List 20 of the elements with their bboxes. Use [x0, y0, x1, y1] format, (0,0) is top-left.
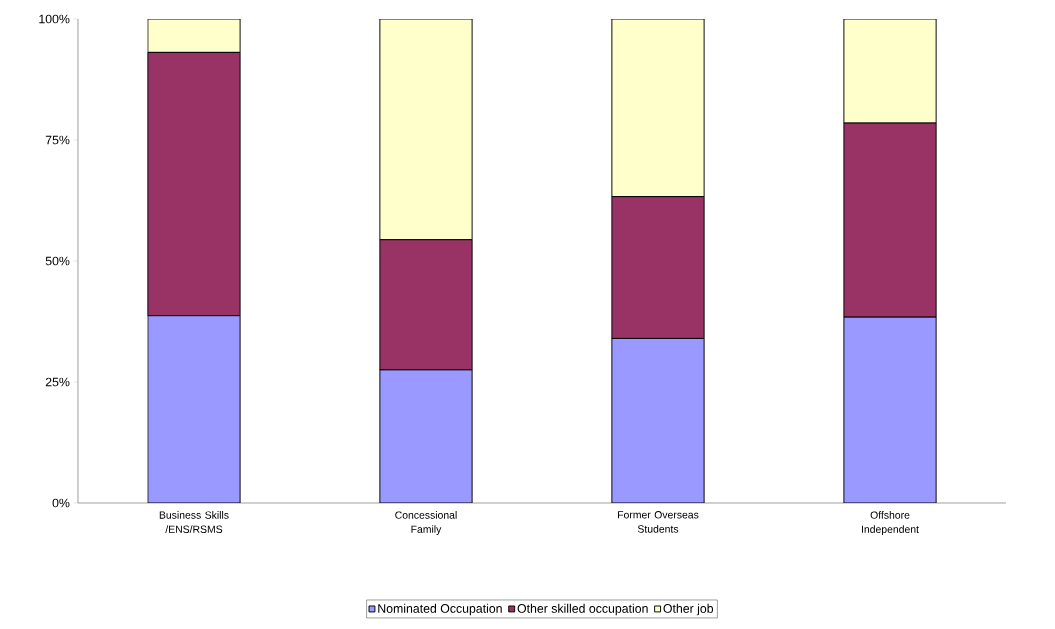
x-tick-label: Offshore Independent	[862, 510, 919, 535]
bar	[147, 18, 241, 53]
legend-label: Nominated Occupation	[378, 603, 502, 616]
y-tick-label: 100%	[39, 14, 70, 24]
x-tick-label: Business Skills /ENS/RSMS	[159, 510, 229, 533]
legend-label: Other skilled occupation	[517, 603, 648, 616]
bar	[147, 314, 241, 503]
y-tick-label: 75%	[45, 135, 70, 145]
bar	[611, 18, 705, 197]
bar	[843, 18, 937, 124]
x-tick-label: Former Overseas Students	[618, 510, 699, 533]
bar	[379, 369, 473, 503]
bar	[611, 337, 705, 503]
y-tick-label: 25%	[45, 377, 70, 387]
x-tick-label: Concessional Family	[395, 510, 457, 535]
y-tick-label: 50%	[45, 256, 70, 266]
legend-label: Other job	[663, 603, 714, 616]
bar	[379, 18, 473, 240]
y-tick-label: 0%	[52, 498, 70, 508]
bar	[843, 316, 937, 503]
